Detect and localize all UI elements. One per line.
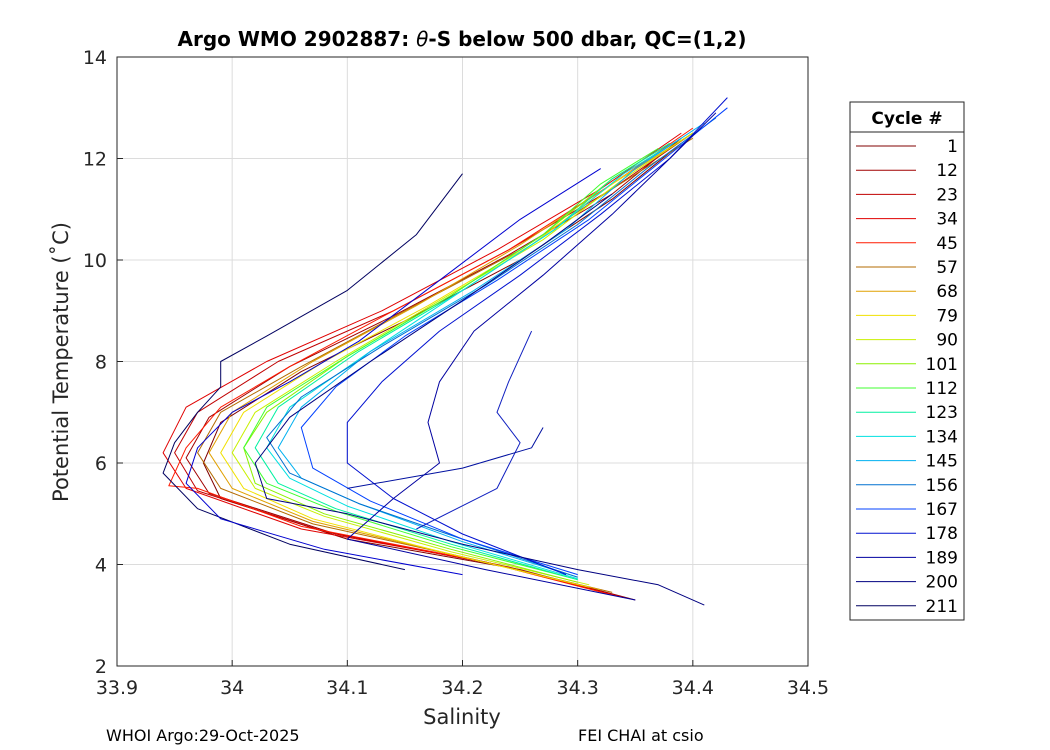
series-line-cycle-211-b [185,168,601,576]
series-line-cycle-211-c [416,330,533,530]
y-tick-label: 12 [83,149,107,171]
footer-left: WHOI Argo:29-Oct-2025 [106,726,300,745]
y-tick-label: 6 [95,453,107,475]
series-line-cycle-211-a [162,173,463,571]
series-line-cycle-101 [243,142,671,583]
legend-label-178: 178 [926,524,958,544]
x-tick-label: 34.3 [557,677,599,699]
x-tick-label: 34 [220,677,244,699]
y-tick-label: 14 [83,47,107,69]
legend-label-134: 134 [926,427,958,447]
x-tick-label: 34.1 [326,677,368,699]
y-tick-label: 10 [83,250,107,272]
series-line-cycle-211-d [347,427,544,489]
legend-label-145: 145 [926,452,958,472]
legend-label-57: 57 [936,258,958,278]
series-line-cycle-112 [243,147,659,581]
y-tick-label: 4 [95,555,107,577]
x-tick-label: 34.4 [672,677,714,699]
legend-label-200: 200 [926,573,958,593]
series-line-cycle-79 [220,137,682,588]
legend-label-189: 189 [926,548,958,568]
legend-label-1: 1 [947,137,958,157]
legend-title: Cycle # [871,109,942,129]
y-tick-label: 2 [95,656,107,678]
series-line-cycle-156 [266,117,717,578]
series-line-cycle-34 [162,132,682,598]
legend-label-12: 12 [936,161,958,181]
legend-label-34: 34 [936,210,958,230]
x-tick-label: 34.5 [787,677,829,699]
legend-label-167: 167 [926,500,958,520]
x-axis: 33.9 34 34.1 34.2 34.3 34.4 34.5 [96,660,829,699]
legend-label-90: 90 [936,331,958,351]
legend-label-112: 112 [926,379,958,399]
series-line-cycle-167 [300,107,728,576]
series-line-cycle-57 [197,137,694,593]
legend-label-45: 45 [936,234,958,254]
legend-label-101: 101 [926,355,958,375]
legend-label-156: 156 [926,476,958,496]
series-line-cycle-178 [346,97,728,576]
series-group [162,97,728,606]
y-tick-label: 8 [95,352,107,374]
series-line-cycle-45 [168,127,694,596]
legend-label-23: 23 [936,185,958,205]
chart-title: Argo WMO 2902887: θ-S below 500 dbar, QC… [178,27,747,51]
series-line-cycle-134 [266,137,682,580]
x-tick-label: 34.2 [441,677,483,699]
legend-label-68: 68 [936,282,958,302]
series-line-cycle-90 [231,132,694,586]
series-line-cycle-145 [277,122,705,578]
y-axis-label: Potential Temperature (˚C) [49,222,73,502]
series-line-cycle-200 [254,193,705,606]
legend-label-123: 123 [926,403,958,423]
footer-right: FEI CHAI at csio [578,726,704,745]
legend-label-211: 211 [926,597,958,617]
x-tick-label: 33.9 [96,677,138,699]
legend-label-79: 79 [936,306,958,326]
x-axis-label: Salinity [423,705,501,729]
y-axis: 2 4 6 8 10 12 14 [83,47,123,678]
series-line-cycle-189 [346,112,717,601]
legend: Cycle #112233445576879901011121231341451… [849,101,965,621]
